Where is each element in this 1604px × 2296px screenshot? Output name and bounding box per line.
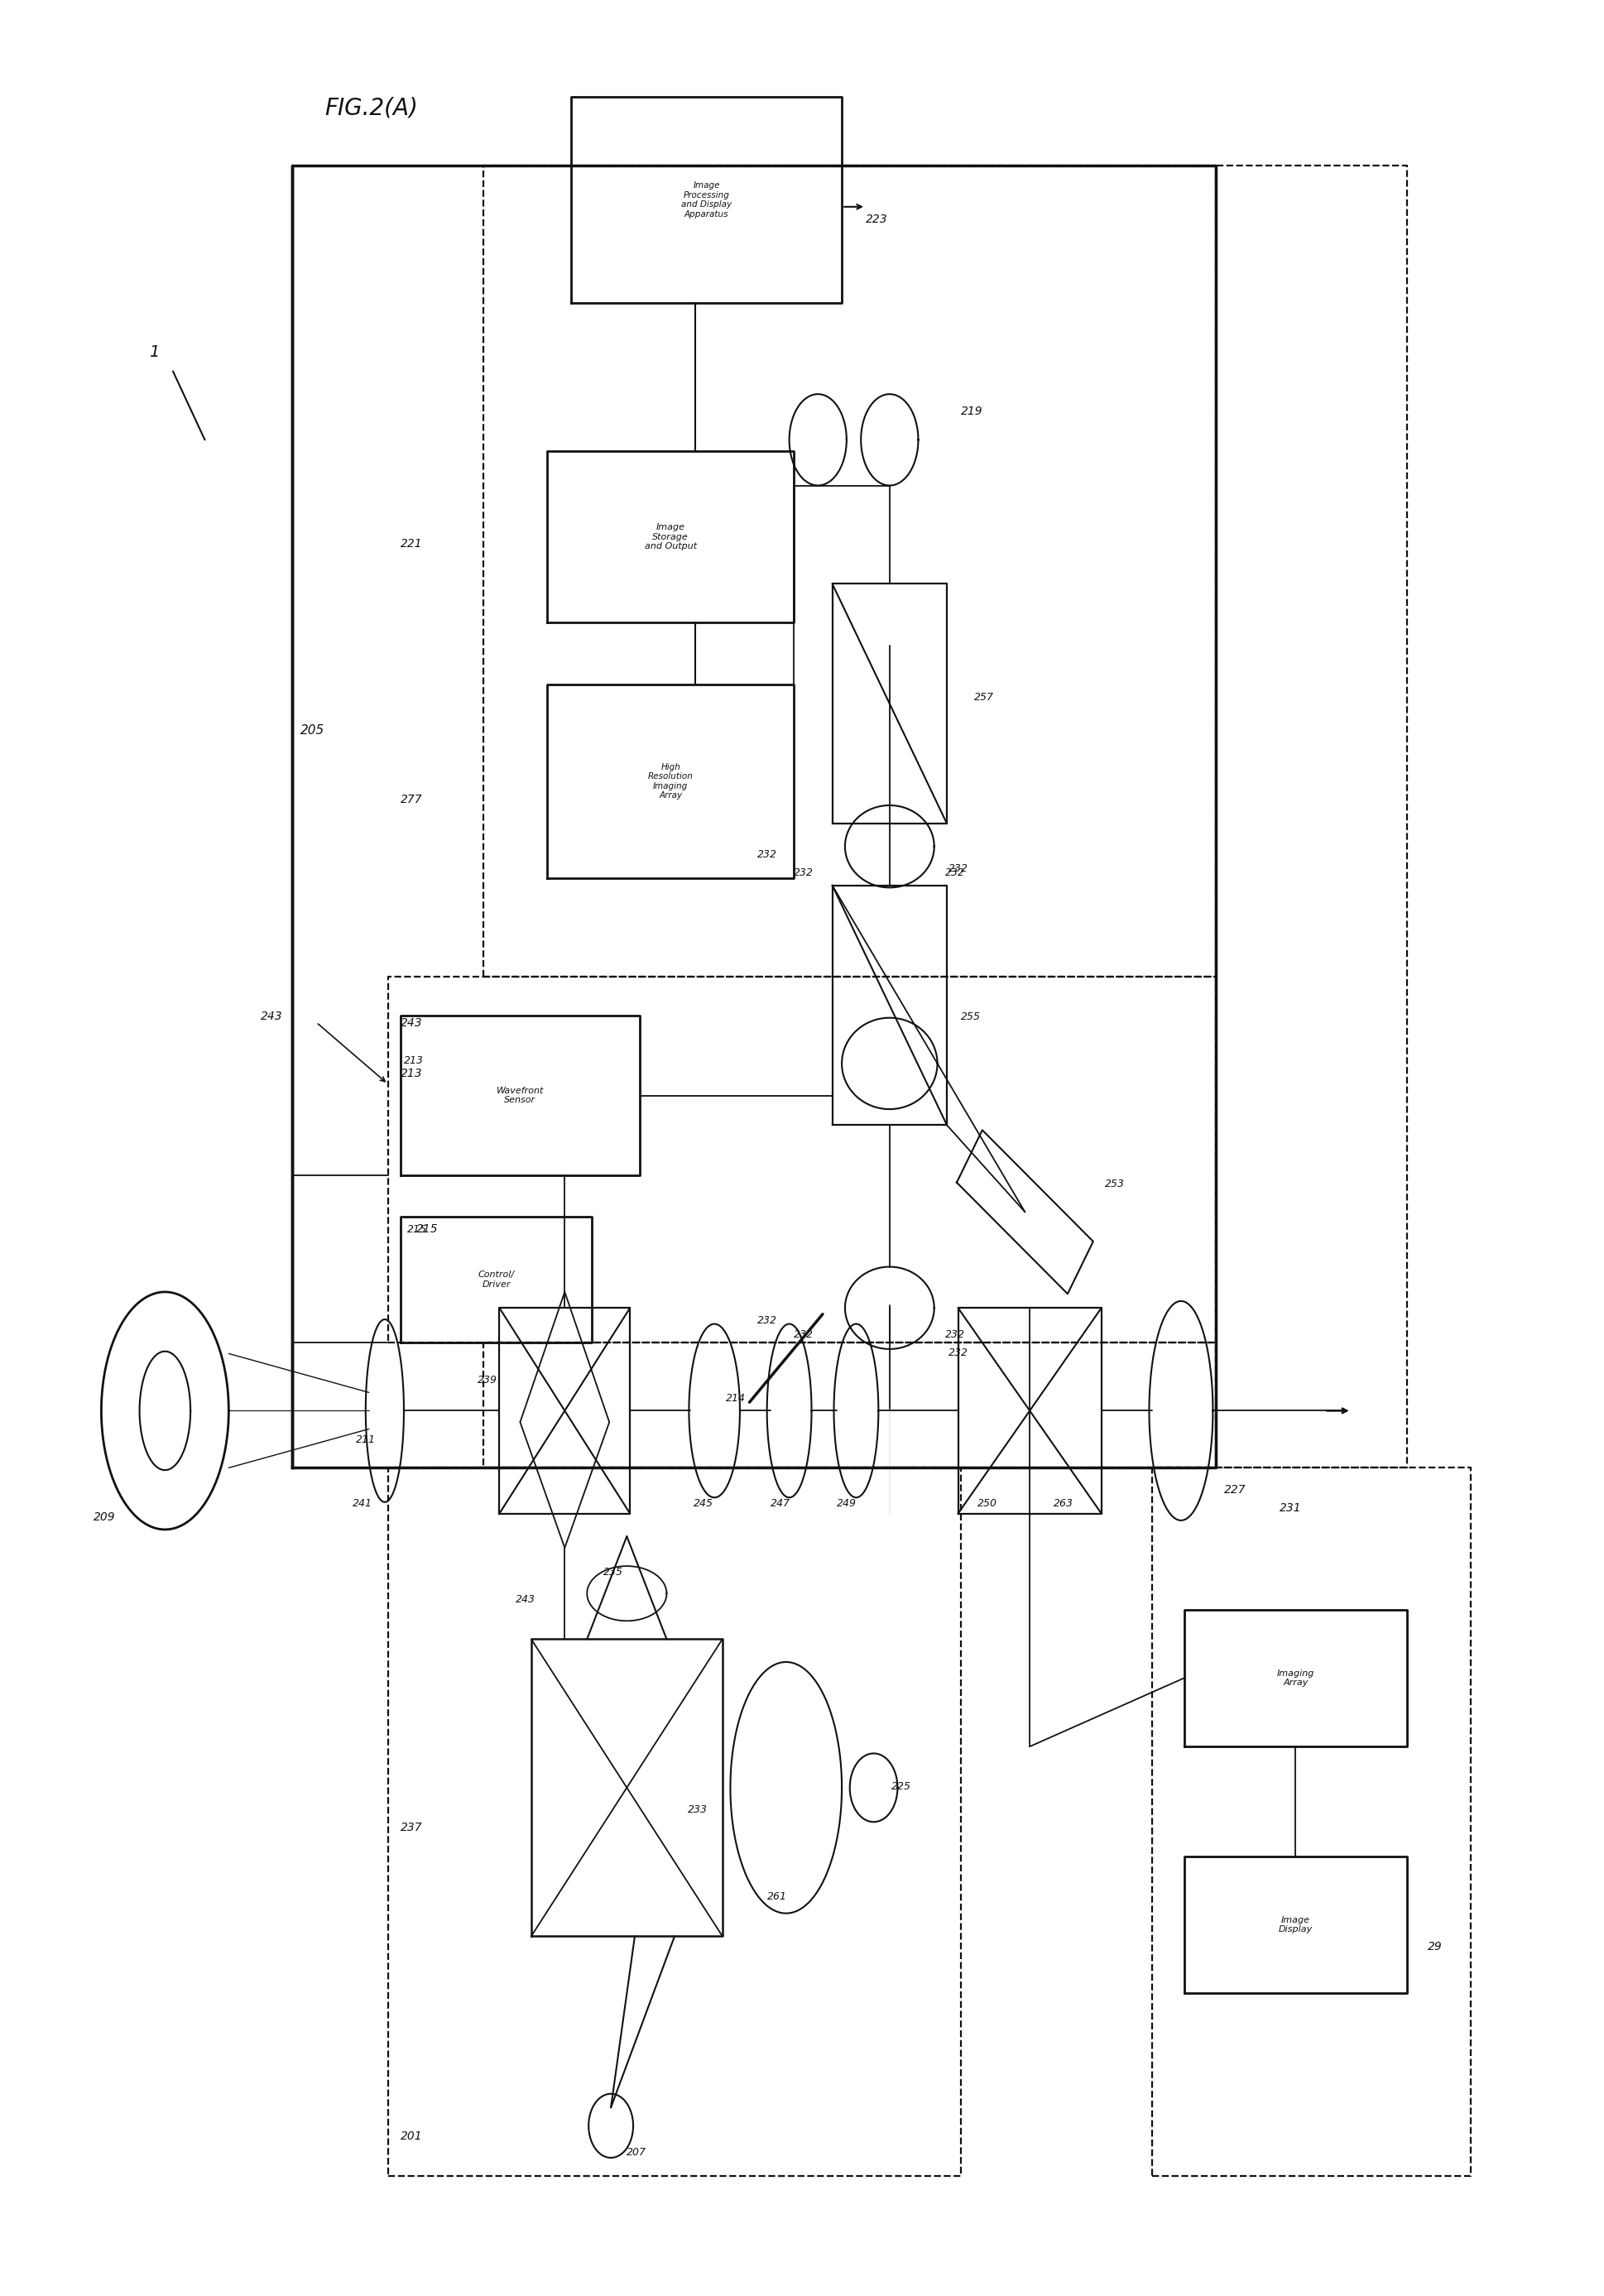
Text: Image
Processing
and Display
Apparatus: Image Processing and Display Apparatus xyxy=(682,181,731,218)
Text: 237: 237 xyxy=(401,1821,423,1832)
Text: 245: 245 xyxy=(693,1499,714,1508)
Text: 235: 235 xyxy=(603,1566,622,1577)
Text: 263: 263 xyxy=(1054,1499,1073,1508)
Text: 249: 249 xyxy=(837,1499,857,1508)
Text: 213: 213 xyxy=(404,1054,423,1065)
Text: 29: 29 xyxy=(1428,1940,1442,1952)
Text: 211: 211 xyxy=(356,1435,375,1444)
Text: 213: 213 xyxy=(401,1068,423,1079)
Text: 207: 207 xyxy=(627,2147,646,2158)
Text: 209: 209 xyxy=(93,1511,115,1522)
Text: 247: 247 xyxy=(770,1499,791,1508)
Text: 232: 232 xyxy=(757,850,778,861)
Text: Control/
Driver: Control/ Driver xyxy=(478,1270,515,1288)
Text: 221: 221 xyxy=(401,537,423,549)
Text: Image
Display: Image Display xyxy=(1278,1915,1312,1933)
Text: Image
Storage
and Output: Image Storage and Output xyxy=(645,523,696,551)
Text: 277: 277 xyxy=(401,794,423,806)
Text: 232: 232 xyxy=(948,1348,969,1359)
Text: 241: 241 xyxy=(353,1499,372,1508)
Text: 215: 215 xyxy=(407,1224,427,1235)
Text: 227: 227 xyxy=(1224,1483,1246,1495)
Text: 257: 257 xyxy=(974,691,994,703)
Text: 250: 250 xyxy=(977,1499,998,1508)
Text: 225: 225 xyxy=(892,1782,911,1793)
Text: 253: 253 xyxy=(1105,1178,1124,1189)
Text: 232: 232 xyxy=(945,868,966,879)
Text: 243: 243 xyxy=(260,1010,282,1022)
Text: 205: 205 xyxy=(300,723,324,737)
Text: 232: 232 xyxy=(794,1329,813,1341)
Text: 219: 219 xyxy=(961,406,983,418)
Text: Imaging
Array: Imaging Array xyxy=(1277,1669,1314,1688)
Text: 243: 243 xyxy=(401,1017,423,1029)
Text: 255: 255 xyxy=(961,1013,982,1022)
Text: 1: 1 xyxy=(149,344,159,360)
Text: 232: 232 xyxy=(794,868,813,879)
Text: 231: 231 xyxy=(1280,1502,1302,1513)
Text: 215: 215 xyxy=(417,1224,438,1235)
Text: 233: 233 xyxy=(688,1805,707,1816)
Text: 201: 201 xyxy=(401,2131,423,2142)
Text: 261: 261 xyxy=(767,1892,788,1901)
Text: 223: 223 xyxy=(866,214,887,225)
Text: 239: 239 xyxy=(476,1375,497,1384)
Text: FIG.2(A): FIG.2(A) xyxy=(324,96,417,119)
Text: 232: 232 xyxy=(757,1316,778,1327)
Text: 243: 243 xyxy=(515,1593,536,1605)
Text: High
Resolution
Imaging
Array: High Resolution Imaging Array xyxy=(648,762,693,799)
Text: Wavefront
Sensor: Wavefront Sensor xyxy=(496,1086,544,1104)
Text: 232: 232 xyxy=(945,1329,966,1341)
Text: 232: 232 xyxy=(948,863,969,875)
Text: 214: 214 xyxy=(725,1394,746,1403)
